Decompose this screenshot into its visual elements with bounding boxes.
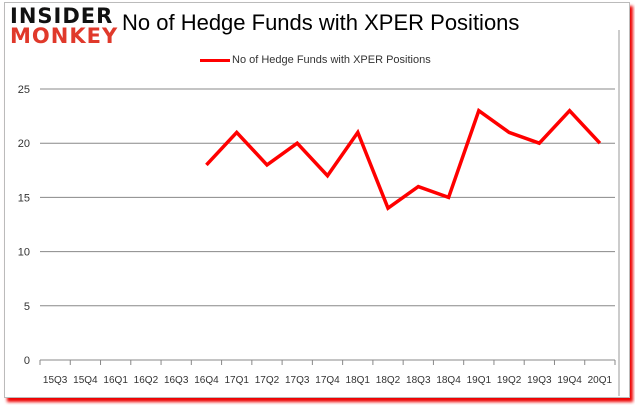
x-tick-label: 19Q4 — [557, 375, 582, 386]
x-tick-label: 16Q2 — [134, 375, 159, 386]
x-tick-label: 16Q4 — [194, 375, 219, 386]
x-tick-label: 17Q4 — [315, 375, 340, 386]
chart-frame — [4, 2, 630, 398]
x-tick-label: 15Q4 — [73, 375, 98, 386]
y-tick-label: 25 — [18, 84, 30, 96]
x-tick-label: 18Q3 — [406, 375, 431, 386]
x-tick-label: 19Q2 — [497, 375, 522, 386]
logo-line1: INSIDER — [10, 4, 114, 28]
legend-line-swatch — [200, 58, 230, 62]
x-tick-label: 17Q1 — [224, 375, 249, 386]
legend-label: No of Hedge Funds with XPER Positions — [232, 54, 431, 66]
x-tick-label: 19Q1 — [467, 375, 492, 386]
series-line — [205, 107, 602, 211]
chart-title: No of Hedge Funds with XPER Positions — [122, 10, 520, 35]
x-tick-label: 17Q2 — [255, 375, 280, 386]
legend: No of Hedge Funds with XPER Positions — [200, 54, 431, 66]
x-tick-label: 18Q1 — [346, 375, 371, 386]
y-tick-label: 5 — [24, 301, 30, 313]
x-tick-label: 16Q3 — [164, 375, 189, 386]
x-tick-label: 20Q1 — [588, 375, 613, 386]
y-tick-label: 20 — [18, 138, 30, 150]
x-tick-label: 15Q3 — [43, 375, 68, 386]
x-tick-label: 16Q1 — [103, 375, 128, 386]
x-tick-label: 18Q2 — [376, 375, 401, 386]
logo-line2: MONKEY — [10, 24, 119, 48]
x-tick-label: 19Q3 — [527, 375, 552, 386]
x-tick-label: 17Q3 — [285, 375, 310, 386]
y-tick-label: 15 — [18, 192, 30, 204]
y-tick-label: 0 — [24, 355, 30, 367]
x-tick-label: 18Q4 — [436, 375, 461, 386]
insider-monkey-logo: INSIDER MONKEY — [10, 4, 119, 48]
y-tick-label: 10 — [18, 247, 30, 259]
